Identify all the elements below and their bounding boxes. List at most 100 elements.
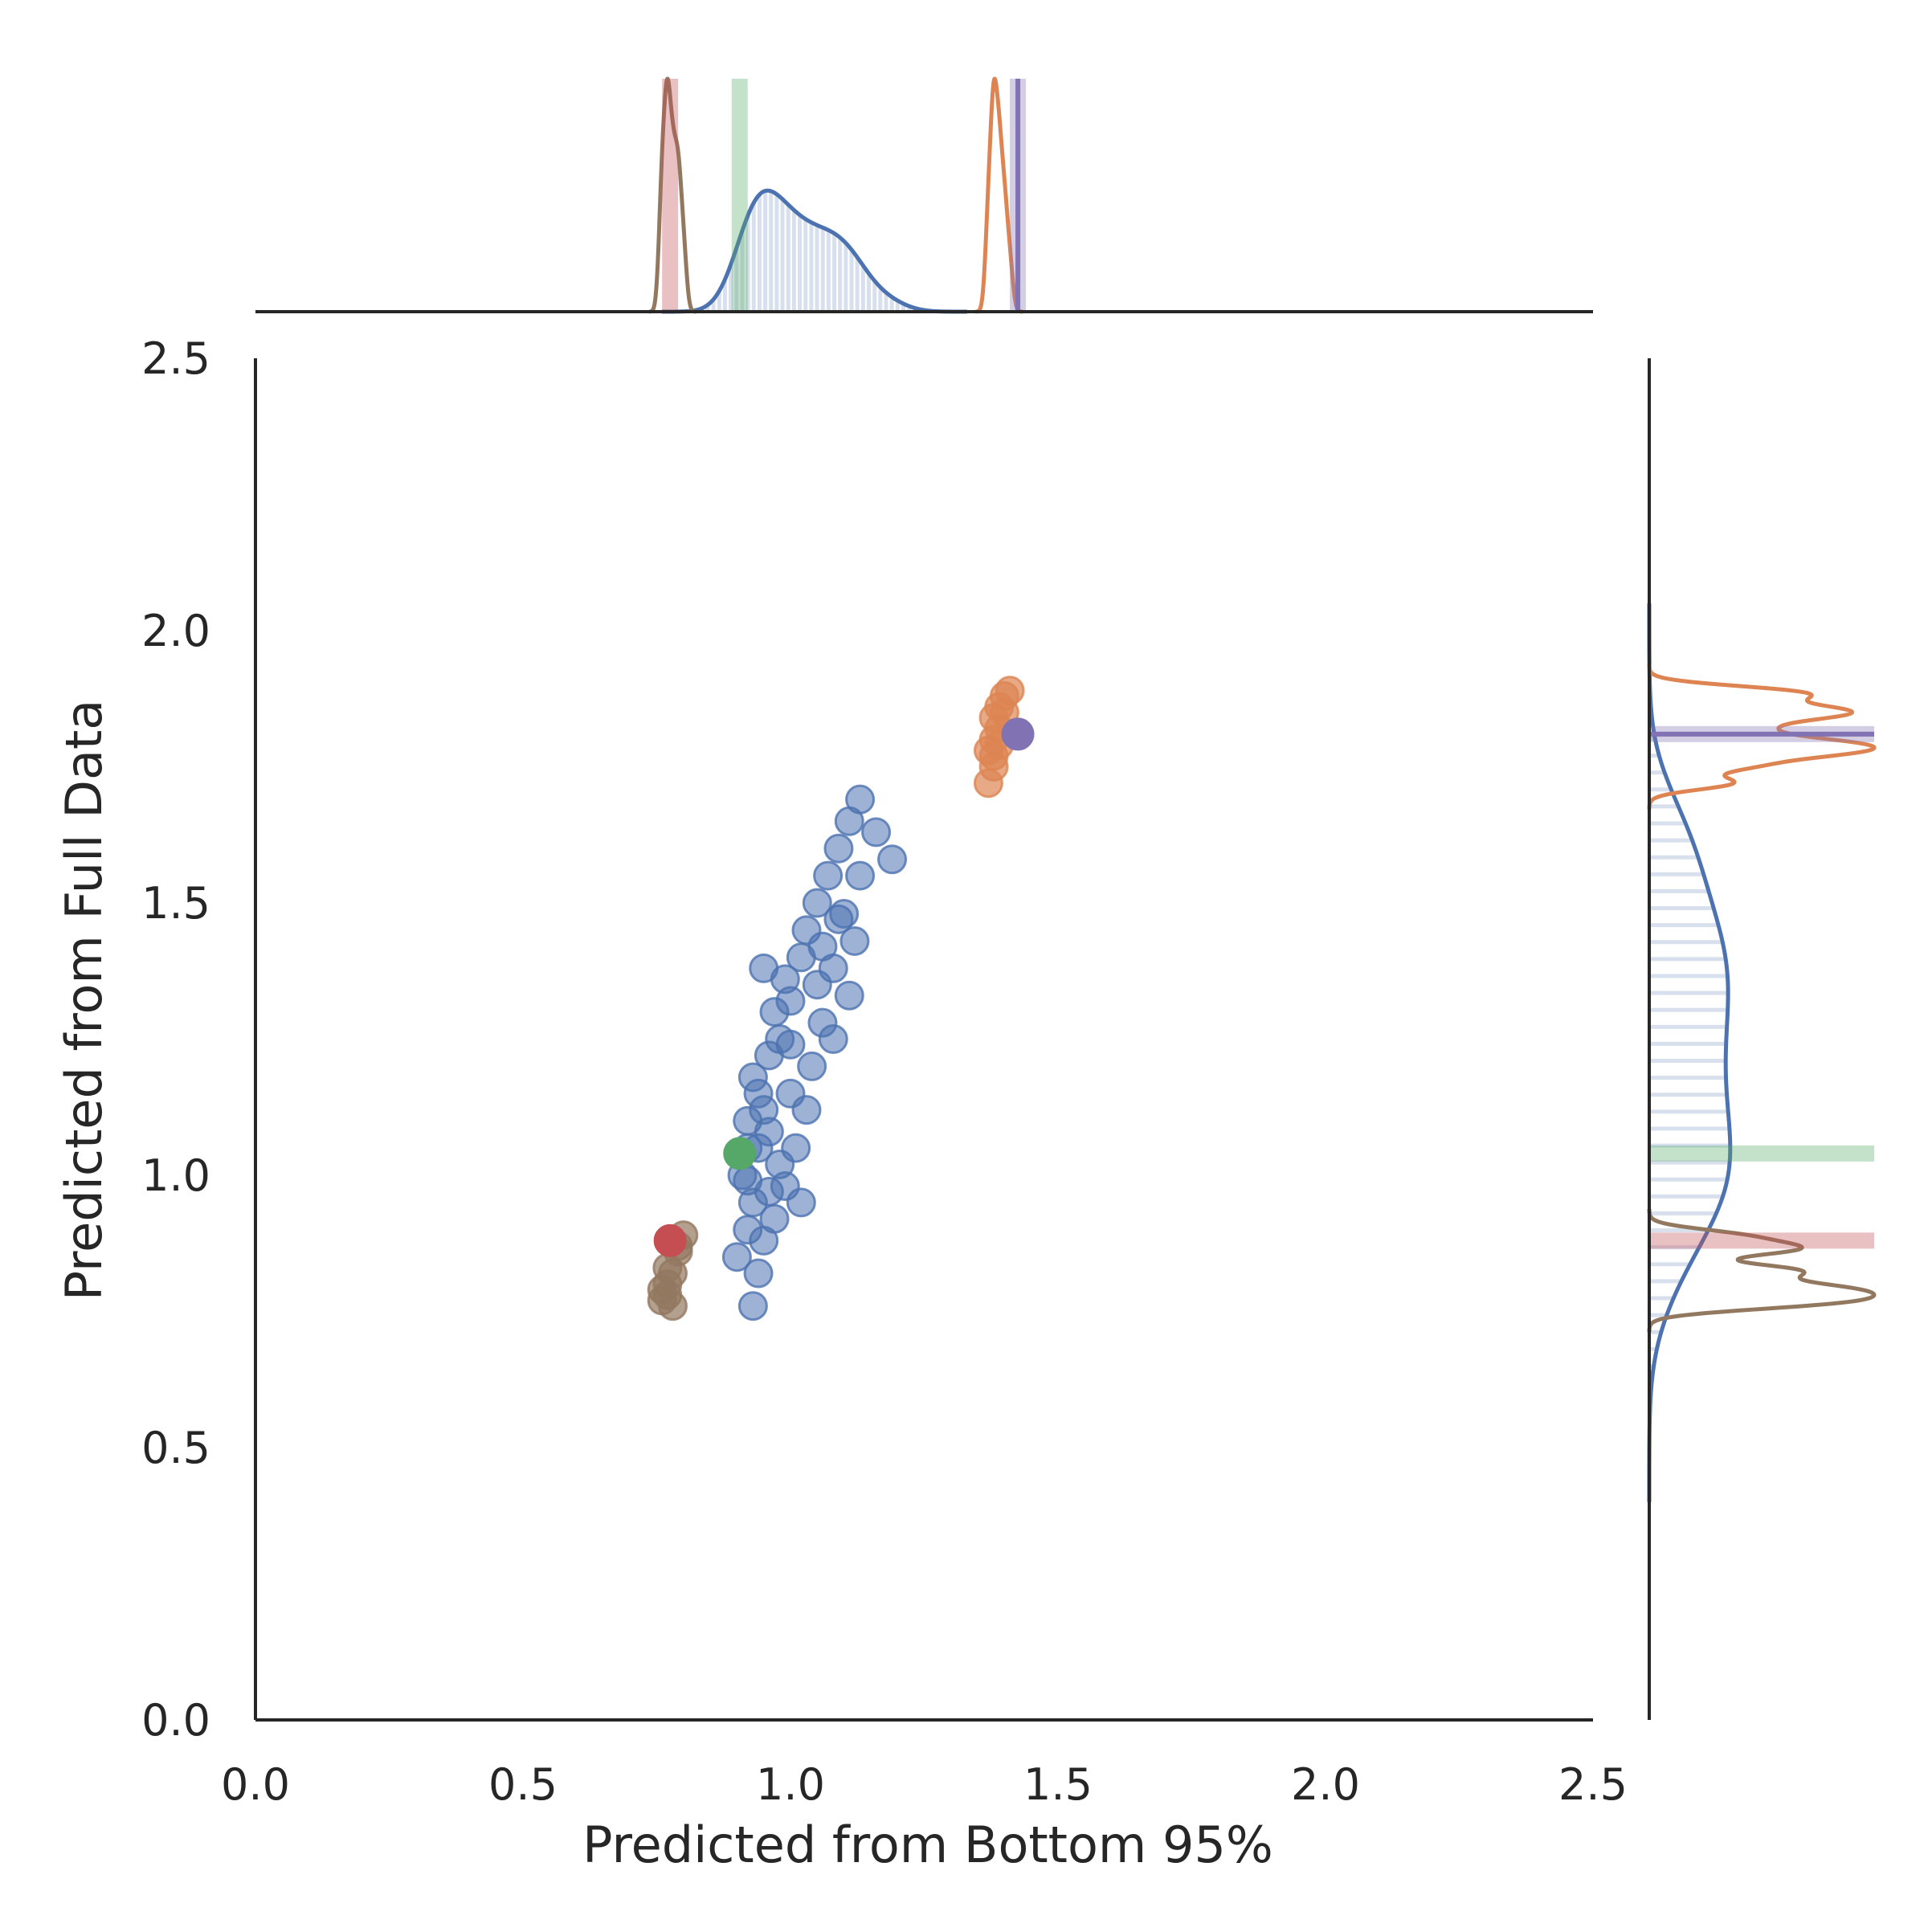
- x-tick-label-3: 1.5: [1023, 1759, 1093, 1810]
- point-blue-39: [803, 971, 831, 999]
- top-marginal-green: [732, 79, 748, 312]
- right-hist-bar-105: [1649, 906, 1714, 910]
- right-hist-bar-117: [1649, 839, 1693, 843]
- top-bar-green: [732, 79, 748, 312]
- right-kde-brown: [1649, 1209, 1874, 1332]
- right-hist-bar-78: [1649, 1059, 1726, 1063]
- point-blue-27: [799, 1052, 826, 1080]
- axes-spines: [255, 312, 1649, 1720]
- top-hist-bar-72: [798, 215, 802, 312]
- point-brown-5: [659, 1293, 686, 1320]
- right-hist-bar-102: [1649, 923, 1718, 927]
- top-hist-bar-78: [809, 223, 813, 312]
- top-hist-bar-81: [815, 225, 819, 312]
- right-marginal-green: [1649, 1146, 1874, 1162]
- top-hist-bar-108: [867, 274, 871, 312]
- point-blue-44: [809, 933, 836, 960]
- right-hist-bar-72: [1649, 1093, 1727, 1097]
- right-hist-bar-84: [1649, 1025, 1727, 1029]
- point-blue-19: [847, 786, 874, 813]
- right-hist-bar-123: [1649, 804, 1678, 808]
- point-blue-43: [755, 1178, 782, 1205]
- y-tick-label-3: 1.5: [141, 878, 210, 929]
- right-marginal-distribution: [1649, 601, 1874, 1504]
- right-hist-bar-51: [1649, 1211, 1716, 1215]
- point-blue-46: [777, 1031, 804, 1058]
- point-blue-42: [787, 1189, 815, 1216]
- right-hist-bar-39: [1649, 1279, 1681, 1283]
- top-marginal-blue: [660, 190, 969, 312]
- y-axis-label: Predicted from Full Data: [55, 700, 113, 1301]
- top-hist-bar-96: [844, 243, 848, 312]
- point-blue-40: [750, 954, 778, 982]
- top-hist-bar-57: [769, 191, 773, 312]
- series-red: [655, 1225, 685, 1256]
- right-hist-bar-54: [1649, 1195, 1722, 1199]
- top-hist-bar-87: [827, 231, 831, 312]
- top-hist-bar-93: [838, 238, 842, 312]
- scatter-plot-area: [648, 677, 1033, 1320]
- right-bar-red: [1649, 1232, 1874, 1248]
- right-marginal-red: [1649, 1232, 1874, 1248]
- right-hist-bar-36: [1649, 1297, 1673, 1301]
- x-tick-label-1: 0.5: [488, 1759, 558, 1810]
- right-hist-bar-99: [1649, 940, 1722, 944]
- point-blue-16: [815, 862, 842, 889]
- point-blue-21: [879, 846, 906, 873]
- right-hist-bar-114: [1649, 856, 1698, 860]
- point-blue-17: [825, 835, 852, 862]
- top-marginal-purple: [1010, 79, 1026, 312]
- series-green: [725, 1138, 755, 1169]
- x-tick-label-2: 1.0: [756, 1759, 825, 1810]
- point-blue-41: [819, 1026, 847, 1053]
- point-green-0: [725, 1138, 755, 1169]
- right-hist-bar-42: [1649, 1262, 1690, 1266]
- point-blue-38: [766, 1150, 794, 1178]
- x-tick-label-4: 2.0: [1291, 1759, 1360, 1810]
- top-hist-bar-69: [792, 210, 796, 312]
- right-hist-bar-90: [1649, 991, 1728, 995]
- point-blue-25: [835, 982, 863, 1009]
- top-hist-bar-90: [832, 234, 836, 312]
- y-tick-label-1: 0.5: [141, 1423, 210, 1473]
- right-hist-bar-66: [1649, 1126, 1730, 1130]
- top-marginal-red: [662, 79, 678, 312]
- top-hist-bar-60: [774, 194, 778, 312]
- right-hist-bar-96: [1649, 957, 1726, 961]
- right-hist-bar-57: [1649, 1178, 1727, 1182]
- point-red-0: [655, 1225, 685, 1256]
- top-hist-bar-54: [763, 190, 767, 312]
- point-blue-45: [825, 905, 852, 933]
- top-hist-bar-105: [861, 266, 865, 312]
- point-blue-48: [847, 862, 874, 889]
- y-tick-label-4: 2.0: [141, 606, 210, 656]
- series-blue: [723, 786, 905, 1320]
- top-hist-bar-99: [850, 250, 854, 312]
- top-hist-bar-66: [786, 205, 790, 312]
- point-blue-37: [777, 1080, 804, 1107]
- y-tick-label-2: 1.0: [141, 1150, 210, 1201]
- right-hist-bar-120: [1649, 821, 1685, 825]
- x-tick-label-5: 2.5: [1558, 1759, 1628, 1810]
- right-marginal-brown: [1649, 1209, 1874, 1332]
- y-tick-label-5: 2.5: [141, 333, 210, 384]
- top-hist-bar-84: [821, 228, 825, 312]
- series-purple: [1003, 719, 1033, 750]
- top-hist-bar-63: [781, 199, 785, 312]
- point-purple-0: [1003, 719, 1033, 750]
- x-axis-label: Predicted from Bottom 95%: [582, 1816, 1273, 1874]
- x-tick-label-0: 0.0: [221, 1759, 290, 1810]
- right-hist-bar-126: [1649, 787, 1672, 791]
- top-hist-bar-102: [856, 258, 860, 312]
- top-hist-bar-48: [752, 202, 756, 312]
- top-hist-bar-75: [803, 219, 807, 312]
- top-kde-blue: [662, 190, 967, 312]
- top-hist-bar-111: [872, 281, 876, 312]
- right-hist-bar-81: [1649, 1042, 1726, 1046]
- top-marginal-distribution: [649, 79, 1026, 312]
- point-blue-33: [745, 1260, 772, 1287]
- right-bar-green: [1649, 1146, 1874, 1162]
